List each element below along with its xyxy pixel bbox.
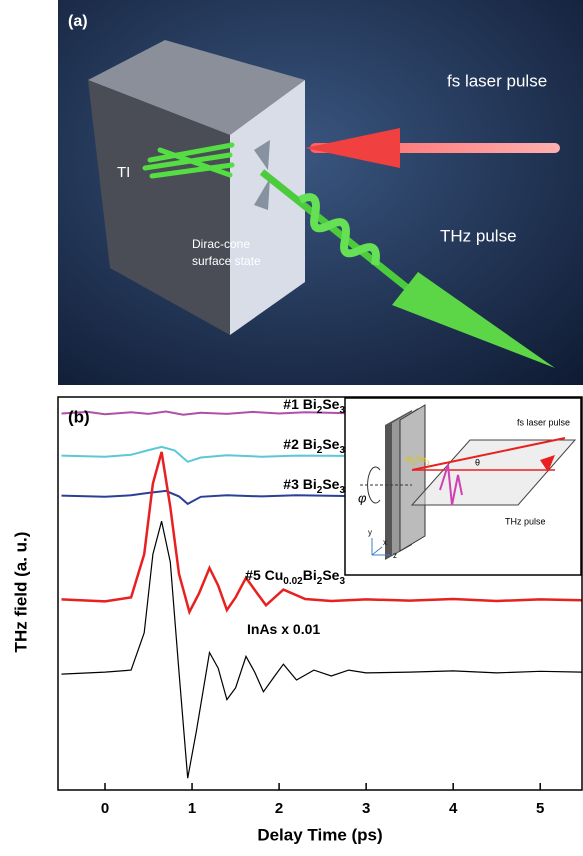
label-part: 2 bbox=[317, 485, 323, 496]
x-tick-label: 1 bbox=[188, 800, 196, 817]
cube-side bbox=[88, 80, 230, 335]
x-tick-label: 3 bbox=[362, 800, 370, 817]
sample-slab bbox=[399, 404, 426, 552]
plot-lines bbox=[61, 410, 583, 779]
panel-a: (a) fs laser pulse TI THz pulse Dirac-co… bbox=[58, 0, 583, 385]
label-part: Se bbox=[322, 567, 339, 583]
label-part: Se bbox=[322, 436, 339, 452]
plot-frame bbox=[57, 396, 583, 791]
inset-label: Bi2Se3 bbox=[406, 455, 430, 466]
green-bundle bbox=[142, 142, 235, 179]
label-part: Bi bbox=[303, 567, 317, 583]
label-part: #2 Bi bbox=[283, 436, 316, 452]
label: fs laser pulse bbox=[447, 71, 547, 90]
label-part: 3 bbox=[339, 405, 345, 416]
label: surface state bbox=[192, 254, 261, 268]
x-tick-label: 5 bbox=[536, 800, 544, 817]
inset-label: fs laser pulse bbox=[517, 417, 570, 427]
series-label: InAs x 0.01 bbox=[247, 621, 320, 637]
y-axis-title: THz field (a. u.) bbox=[11, 532, 30, 653]
dirac-cone bbox=[254, 178, 270, 210]
inset-label: θ bbox=[475, 457, 480, 467]
series-line bbox=[61, 451, 583, 616]
label-part: 2 bbox=[317, 405, 323, 416]
series-line bbox=[61, 445, 345, 463]
thz-wave bbox=[298, 193, 380, 266]
laser-line bbox=[411, 437, 566, 471]
thz-arrowhead bbox=[392, 272, 555, 368]
inset-label: y bbox=[368, 528, 372, 537]
x-axis-title: Delay Time (ps) bbox=[257, 825, 382, 844]
x-tick-label: 4 bbox=[449, 800, 458, 817]
label-part: 3 bbox=[339, 485, 345, 496]
label-part: 2 bbox=[317, 445, 323, 456]
label-part: InAs x 0.01 bbox=[247, 621, 320, 637]
label-part: 2 bbox=[317, 576, 323, 587]
series-line bbox=[61, 521, 583, 779]
series-label: #3 Bi2Se3 bbox=[283, 476, 345, 496]
label-part: 0.02 bbox=[283, 576, 303, 587]
dirac-cone bbox=[254, 140, 270, 170]
thz-beam bbox=[259, 169, 413, 293]
label-part: #1 Bi bbox=[283, 396, 316, 412]
label-part: 3 bbox=[339, 445, 345, 456]
series-label: #1 Bi2Se3 bbox=[283, 396, 345, 416]
axes: (b) Delay Time (ps) THz field (a. u.) 0 1… bbox=[11, 396, 583, 844]
inset-label: z bbox=[393, 551, 397, 560]
label-part: #3 Bi bbox=[283, 476, 316, 492]
cube-top bbox=[88, 40, 305, 135]
series-label: #5 Cu0.02Bi2Se3 bbox=[245, 567, 345, 587]
x-tick-label: 0 bbox=[101, 800, 109, 817]
label: THz pulse bbox=[440, 226, 517, 245]
label: Dirac-cone bbox=[192, 237, 250, 251]
rotation-arrow bbox=[367, 466, 381, 504]
panel-label: (a) bbox=[68, 13, 88, 30]
panel-label: (b) bbox=[68, 407, 90, 426]
series-line bbox=[61, 410, 345, 416]
arrowhead bbox=[540, 455, 555, 472]
laser-arrowhead bbox=[305, 128, 400, 168]
inset-label: φ bbox=[358, 490, 367, 505]
series-label: #2 Bi2Se3 bbox=[283, 436, 345, 456]
label-part: 3 bbox=[339, 576, 345, 587]
axis-arrow bbox=[371, 546, 383, 556]
label-part: Se bbox=[322, 396, 339, 412]
thz-wave bbox=[439, 464, 463, 506]
x-tick-label: 2 bbox=[275, 800, 283, 817]
inset-label: x bbox=[383, 538, 387, 547]
series-line bbox=[61, 489, 345, 506]
label-part: Se bbox=[322, 476, 339, 492]
inset: fs laser pulse THz pulse φ θ Bi2Se3 y x … bbox=[344, 397, 582, 576]
label: TI bbox=[117, 164, 130, 181]
inset-label: THz pulse bbox=[505, 516, 546, 526]
label-part: #5 Cu bbox=[245, 567, 283, 583]
